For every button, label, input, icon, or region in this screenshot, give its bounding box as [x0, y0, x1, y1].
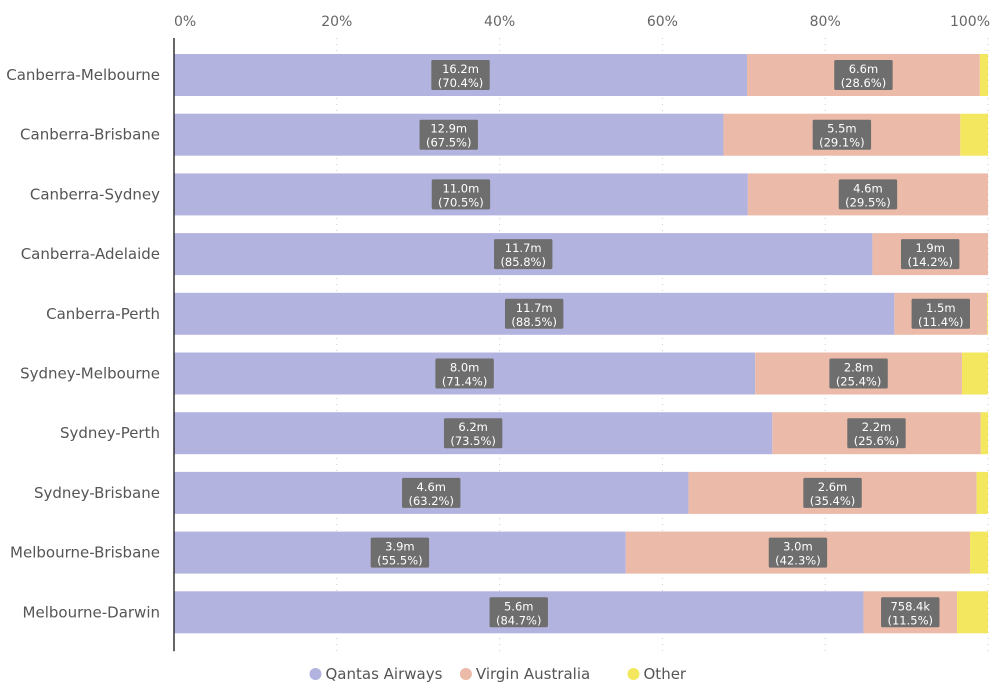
category-label: Sydney-Melbourne	[20, 365, 160, 383]
data-label-percent: (84.7%)	[496, 613, 542, 627]
data-label-box	[504, 298, 564, 329]
data-label-box	[847, 418, 906, 449]
bar-segment	[957, 591, 988, 634]
data-label-box	[834, 60, 893, 90]
data-label-percent: (14.2%)	[907, 255, 953, 269]
data-label-box	[494, 239, 553, 270]
data-label-percent: (11.5%)	[888, 613, 934, 627]
data-labels: 16.2m(70.4%)6.6m(28.6%)12.9m(67.5%)5.5m(…	[370, 60, 970, 628]
category-label: Melbourne-Brisbane	[10, 544, 160, 562]
data-label-value: 6.6m	[849, 62, 879, 76]
data-label-percent: (67.5%)	[426, 136, 472, 150]
data-label-percent: (28.6%)	[841, 76, 887, 90]
bar-segment	[976, 471, 988, 514]
data-label-value: 3.0m	[783, 540, 813, 554]
category-label: Melbourne-Darwin	[23, 603, 160, 621]
data-label-value: 2.6m	[818, 480, 848, 494]
data-label-value: 8.0m	[450, 361, 480, 375]
data-label-value: 1.9m	[915, 241, 945, 255]
data-label-value: 11.7m	[516, 301, 553, 315]
x-tick-label: 60%	[647, 14, 678, 30]
data-label-percent: (35.4%)	[810, 494, 856, 508]
category-label: Sydney-Perth	[60, 424, 160, 442]
data-label-box	[402, 477, 461, 508]
bar-segment	[979, 54, 988, 96]
data-label-value: 11.7m	[505, 241, 542, 255]
category-label: Sydney-Brisbane	[34, 484, 160, 502]
data-label-value: 1.5m	[926, 301, 956, 315]
data-label-percent: (63.2%)	[408, 494, 454, 508]
data-label-box	[370, 537, 430, 568]
data-label-value: 12.9m	[430, 122, 467, 136]
data-label-value: 758.4k	[890, 599, 930, 613]
category-label: Canberra-Sydney	[30, 185, 160, 203]
data-label-percent: (25.4%)	[836, 375, 882, 389]
x-tick-label: 80%	[810, 14, 841, 30]
x-tick-label: 0%	[174, 14, 196, 30]
data-label-percent: (29.5%)	[845, 195, 891, 209]
data-label-value: 2.2m	[862, 420, 892, 434]
bar-segment	[987, 292, 988, 335]
data-label-value: 4.6m	[416, 480, 446, 494]
data-label-box	[838, 179, 898, 210]
bar-segment	[980, 412, 988, 455]
legend-swatch	[309, 668, 322, 680]
x-tick-label: 40%	[484, 14, 515, 30]
data-label-percent: (70.4%)	[438, 76, 484, 90]
category-label: Canberra-Adelaide	[21, 245, 160, 263]
legend-swatch	[459, 668, 472, 680]
data-label-percent: (85.8%)	[500, 255, 546, 269]
data-label-box	[489, 597, 548, 628]
legend: Qantas Airways Virgin Australia Other	[309, 665, 687, 683]
legend-label: Qantas Airways	[326, 665, 443, 683]
data-label-percent: (25.6%)	[854, 434, 900, 448]
data-label-box	[829, 358, 888, 389]
x-axis-ticks: 0% 20% 40% 60% 80% 100%	[174, 14, 990, 30]
data-label-value: 2.8m	[844, 361, 874, 375]
data-label-value: 6.2m	[458, 420, 488, 434]
data-label-percent: (29.1%)	[819, 136, 865, 150]
data-label-box	[812, 119, 872, 150]
data-label-percent: (71.4%)	[442, 375, 488, 389]
data-label-value: 4.6m	[853, 181, 883, 195]
data-label-box	[431, 179, 491, 210]
data-label-percent: (88.5%)	[511, 315, 557, 329]
bar-segment	[970, 531, 988, 574]
legend-swatch	[627, 668, 640, 680]
data-label-percent: (11.4%)	[918, 315, 964, 329]
bar-segment	[960, 113, 988, 156]
legend-label: Virgin Australia	[476, 665, 590, 683]
data-label-box	[911, 298, 970, 329]
data-label-box	[768, 537, 828, 568]
data-label-percent: (70.5%)	[438, 195, 484, 209]
data-label-box	[435, 358, 494, 389]
data-label-value: 5.6m	[504, 599, 534, 613]
data-label-box	[881, 597, 940, 628]
data-label-percent: (55.5%)	[377, 554, 423, 568]
data-label-value: 16.2m	[442, 62, 479, 76]
bar-segment	[961, 352, 988, 395]
x-tick-label: 100%	[950, 14, 990, 30]
data-label-value: 11.0m	[443, 181, 480, 195]
category-label: Canberra-Melbourne	[6, 66, 160, 84]
data-label-box	[419, 119, 478, 150]
category-labels: Canberra-Melbourne Canberra-Brisbane Canbe…	[6, 66, 160, 621]
data-label-box	[443, 418, 503, 449]
data-label-box	[803, 477, 862, 508]
data-label-box	[901, 239, 960, 270]
data-label-percent: (73.5%)	[450, 434, 496, 448]
data-label-value: 5.5m	[827, 122, 857, 136]
data-label-value: 3.9m	[385, 540, 415, 554]
data-label-box	[431, 60, 490, 90]
category-label: Canberra-Brisbane	[20, 126, 160, 144]
category-label: Canberra-Perth	[46, 305, 160, 323]
x-tick-label: 20%	[321, 14, 352, 30]
data-label-percent: (42.3%)	[775, 554, 821, 568]
legend-label: Other	[644, 665, 687, 683]
